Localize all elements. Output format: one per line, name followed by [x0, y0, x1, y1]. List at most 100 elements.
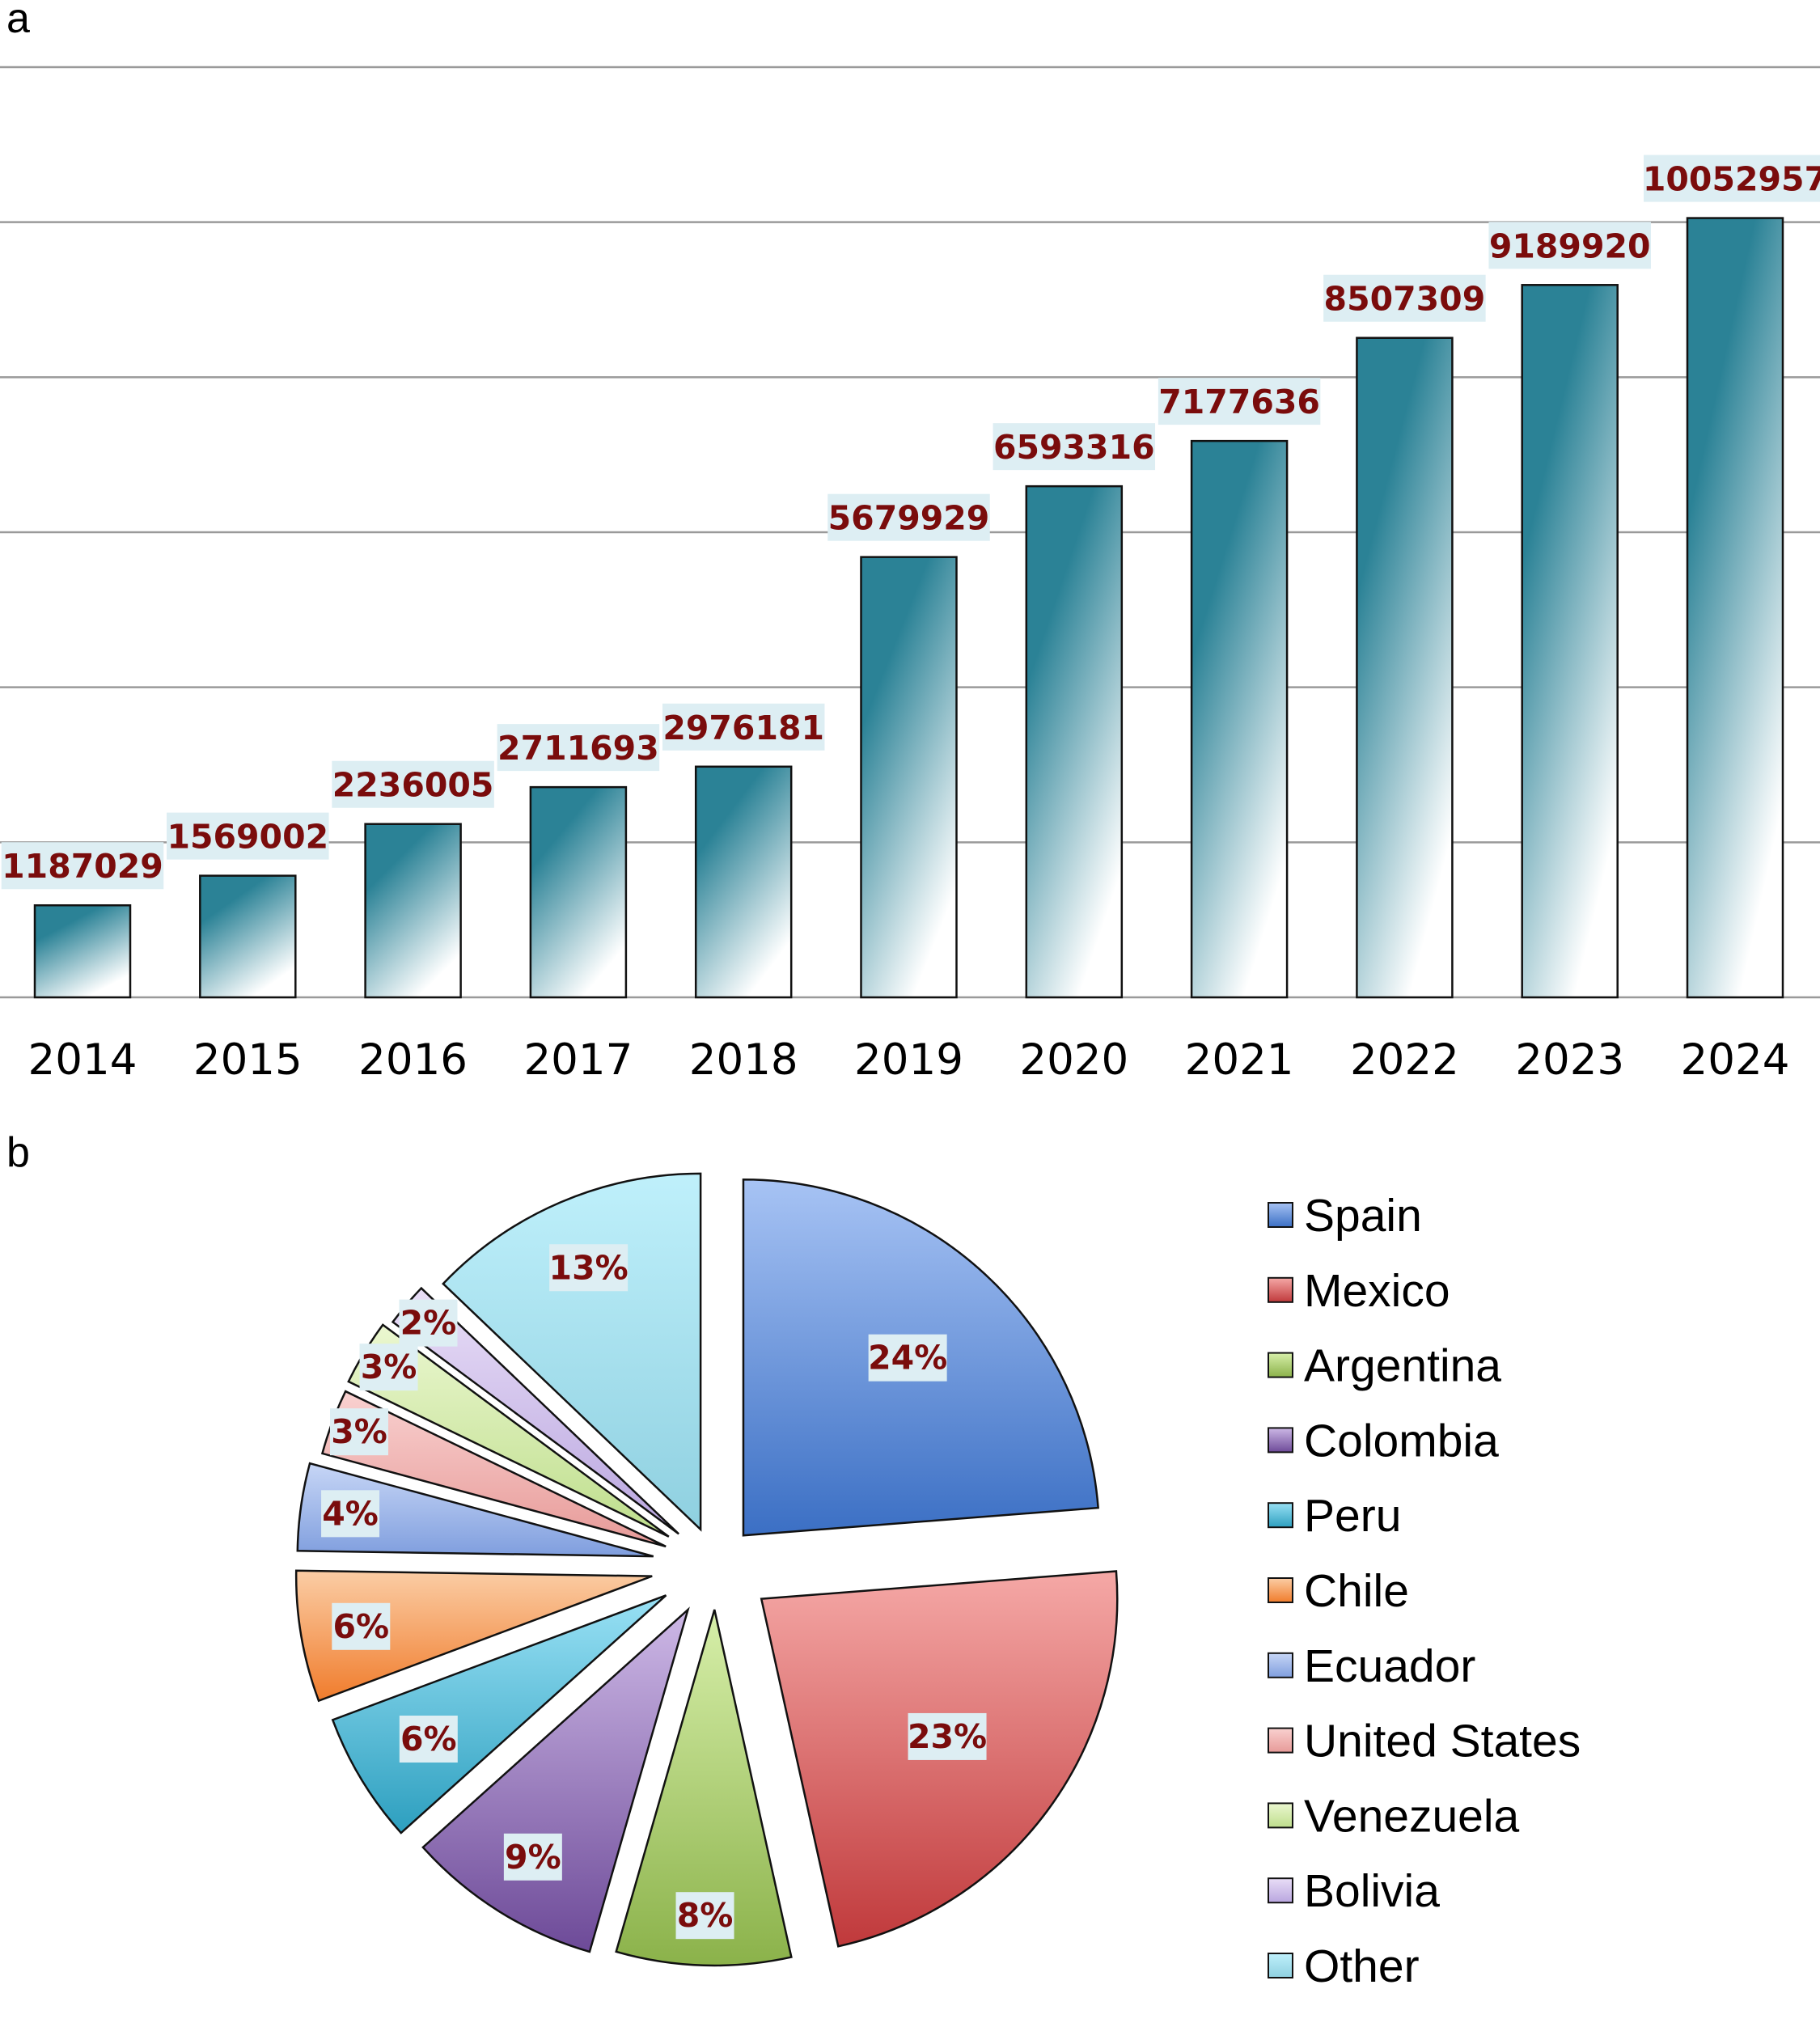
legend-swatch-bolivia: [1268, 1877, 1293, 1904]
slice-label: 8%: [677, 1896, 734, 1935]
bar-value-label-bg: [827, 493, 990, 541]
bars: [33, 217, 1784, 999]
bar-2016: [364, 823, 462, 999]
pie-chart-panel: b 24% 23% 8% 9% 6% 6% 4% 3% 3% 2% 13% Spain Mexico A…: [6, 1129, 1581, 1992]
pie-slice-labels: 24% 23% 8% 9% 6% 6% 4% 3% 3% 2% 13%: [321, 1244, 987, 1940]
slice-label: 2%: [400, 1304, 457, 1343]
bar-value-label-bg: [497, 724, 660, 772]
slice-label: 9%: [505, 1838, 561, 1877]
legend-swatch-ecuador: [1268, 1652, 1293, 1678]
slice-label-bg: [399, 1716, 458, 1763]
bar-value-label-bg: [1488, 222, 1651, 269]
legend-swatch-venezuela: [1268, 1802, 1293, 1829]
bar-value-label: 1569002: [167, 818, 328, 857]
slice-colombia: [421, 1606, 690, 1953]
legend-label-peru: Peru: [1304, 1490, 1401, 1542]
slice-label: 4%: [322, 1494, 379, 1533]
slice-label-bg: [321, 1490, 380, 1538]
slice-label: 23%: [908, 1717, 987, 1756]
x-tick-label: 2021: [1185, 1035, 1294, 1085]
bar-2020: [1025, 485, 1124, 999]
legend-swatch-spain: [1268, 1202, 1293, 1228]
bar-2021: [1190, 439, 1289, 999]
slice-label: 6%: [400, 1720, 457, 1758]
legend-label-ecuador: Ecuador: [1304, 1640, 1475, 1692]
slice-label: 24%: [868, 1339, 947, 1377]
pie-slices: [294, 1172, 1119, 1967]
legend-swatch-colombia: [1268, 1427, 1293, 1454]
panel-b-letter: b: [6, 1129, 30, 1176]
legend-label-spain: Spain: [1304, 1190, 1422, 1242]
bar-2015: [199, 874, 297, 999]
bar-value-label: 2236005: [332, 766, 494, 805]
slice-label-bg: [908, 1712, 987, 1760]
legend-swatch-chile: [1268, 1577, 1293, 1603]
slice-label-bg: [868, 1334, 947, 1382]
slice-label-bg: [330, 1408, 389, 1456]
bar-value-label: 5679929: [828, 499, 990, 538]
slice-label: 13%: [549, 1248, 629, 1287]
bar-2023: [1521, 284, 1619, 999]
slice-label: 6%: [332, 1607, 389, 1646]
bar-2022: [1356, 336, 1454, 999]
legend-label-mexico: Mexico: [1304, 1265, 1450, 1317]
x-tick-label: 2022: [1350, 1035, 1459, 1085]
panel-a-letter: a: [6, 0, 30, 42]
bar-value-label: 2711693: [497, 729, 659, 768]
bar-2014: [33, 904, 132, 999]
legend: Spain Mexico Argentina Colombia Peru Chile Ecu…: [1268, 1190, 1581, 1992]
slice-label-bg: [332, 1602, 391, 1650]
bar-value-label-bg: [993, 423, 1156, 471]
legend-label-other: Other: [1304, 1940, 1420, 1992]
bar-value-label-bg: [167, 812, 329, 860]
legend-swatch-united-states: [1268, 1727, 1293, 1754]
x-tick-label: 2019: [854, 1035, 963, 1085]
slice-label: 3%: [331, 1412, 387, 1451]
slice-argentina: [615, 1609, 793, 1967]
slice-label-bg: [399, 1299, 458, 1347]
bar-2024: [1686, 217, 1784, 999]
slice-label-bg: [549, 1244, 629, 1292]
bar-value-label-bg: [1644, 154, 1820, 202]
bar-value-label: 9189920: [1489, 226, 1651, 265]
x-axis-ticks: 2014 2015 2016 2017 2018 2019 2020 2021 2022 2023…: [28, 1035, 1790, 1085]
legend-swatch-argentina: [1268, 1352, 1293, 1378]
bar-value-label-bg: [1, 842, 164, 890]
slice-label-bg: [675, 1892, 734, 1940]
x-tick-label: 2016: [358, 1035, 468, 1085]
slice-peru: [331, 1594, 667, 1835]
bar-2017: [529, 785, 628, 999]
legend-label-bolivia: Bolivia: [1304, 1865, 1440, 1917]
legend-label-argentina: Argentina: [1304, 1340, 1501, 1392]
legend-label-colombia: Colombia: [1304, 1415, 1499, 1466]
legend-swatch-peru: [1268, 1502, 1293, 1529]
bar-2019: [860, 556, 958, 999]
bar-value-label-bg: [332, 760, 494, 808]
bar-value-label-bg: [1323, 274, 1486, 322]
bar-value-label-bg: [1158, 378, 1321, 425]
bar-value-label: 7177636: [1158, 383, 1320, 421]
slice-ecuador: [296, 1462, 654, 1558]
bar-value-label: 2976181: [662, 709, 824, 747]
x-tick-label: 2024: [1681, 1035, 1790, 1085]
x-tick-label: 2020: [1019, 1035, 1128, 1085]
x-tick-label: 2015: [193, 1035, 303, 1085]
slice-label: 3%: [361, 1348, 417, 1386]
slice-other: [442, 1172, 702, 1532]
bar-value-label: 1187029: [2, 847, 163, 886]
bar-2018: [694, 765, 793, 999]
slice-label-bg: [503, 1833, 562, 1881]
x-tick-label: 2017: [523, 1035, 633, 1085]
x-tick-label: 2018: [689, 1035, 798, 1085]
bar-value-label: 10052957: [1643, 160, 1820, 199]
bar-value-label: 6593316: [993, 428, 1155, 467]
slice-label-bg: [359, 1344, 418, 1391]
legend-label-venezuela: Venezuela: [1304, 1790, 1520, 1842]
bar-value-label-bg: [662, 703, 825, 751]
legend-swatch-mexico: [1268, 1276, 1293, 1303]
legend-label-united-states: United States: [1304, 1716, 1581, 1767]
x-tick-label: 2014: [28, 1035, 138, 1085]
x-tick-label: 2023: [1515, 1035, 1624, 1085]
